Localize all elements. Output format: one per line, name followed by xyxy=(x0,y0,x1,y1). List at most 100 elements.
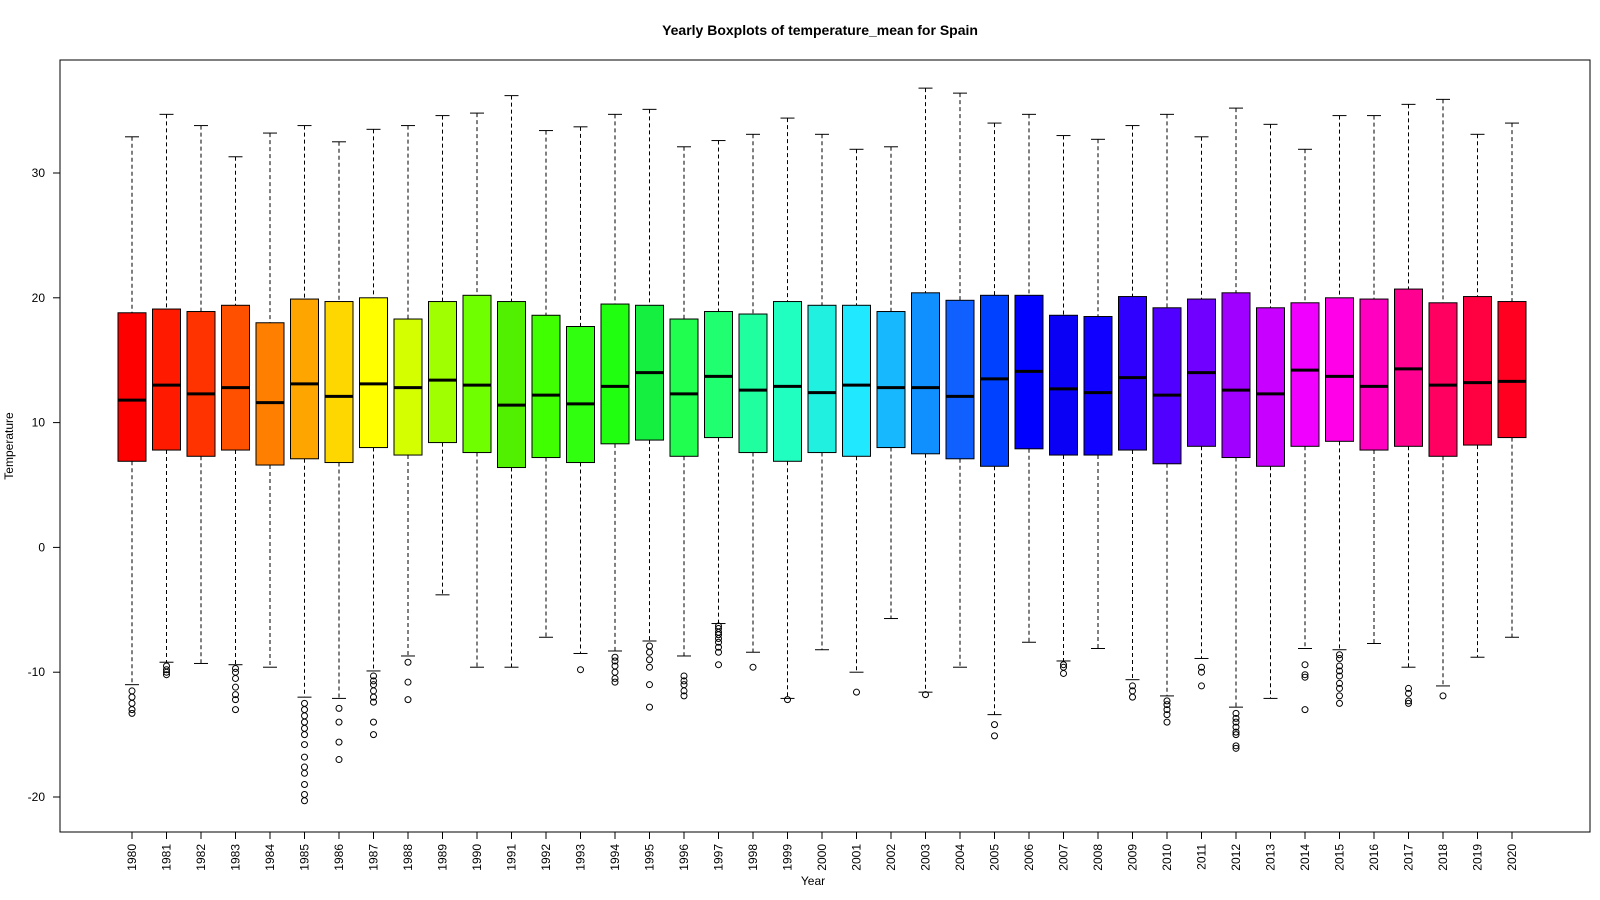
outlier-point xyxy=(301,769,308,777)
x-tick-label: 2006 xyxy=(1022,844,1036,871)
outlier-point xyxy=(1232,731,1240,739)
box-2018 xyxy=(1428,98,1458,700)
outlier-point xyxy=(1232,709,1240,717)
box-2016 xyxy=(1359,115,1389,644)
box-iqr xyxy=(1049,314,1078,456)
outlier-point xyxy=(335,756,343,764)
x-tick-label: 1996 xyxy=(677,844,691,871)
x-tick-label: 1999 xyxy=(781,844,795,871)
box-iqr xyxy=(428,301,457,444)
x-tick-label: 2010 xyxy=(1160,844,1174,871)
outlier-point xyxy=(1198,668,1205,676)
chart-title: Yearly Boxplots of temperature_mean for … xyxy=(662,22,978,38)
y-tick-label: 10 xyxy=(32,416,46,430)
outlier-point xyxy=(1336,651,1343,659)
x-tick-label: 2009 xyxy=(1126,844,1140,871)
outlier-point xyxy=(1301,673,1309,681)
x-tick-label: 1982 xyxy=(194,844,208,871)
box-2019 xyxy=(1463,133,1492,658)
box-iqr xyxy=(1221,292,1251,459)
outlier-point xyxy=(404,678,412,686)
box-iqr xyxy=(704,311,733,439)
outlier-point xyxy=(1439,692,1447,700)
box-iqr xyxy=(117,312,147,462)
y-axis-label: Temperature xyxy=(2,412,16,480)
outlier-point xyxy=(646,703,653,711)
x-tick-label: 2004 xyxy=(953,844,967,871)
outlier-point xyxy=(1232,723,1240,731)
outlier-point xyxy=(1163,711,1171,719)
outlier-point xyxy=(646,642,653,650)
outlier-point xyxy=(1198,663,1205,671)
box-1989 xyxy=(428,115,457,596)
box-2007 xyxy=(1049,135,1078,677)
box-iqr xyxy=(842,304,871,457)
x-tick-label: 2011 xyxy=(1195,844,1209,870)
box-iqr xyxy=(186,311,216,457)
outlier-point xyxy=(370,731,377,739)
outlier-point xyxy=(1336,699,1343,707)
y-tick-label: -10 xyxy=(28,665,46,679)
outlier-point xyxy=(611,678,619,686)
outlier-point xyxy=(1405,689,1412,697)
x-tick-label: 2014 xyxy=(1298,844,1312,871)
outlier-point xyxy=(301,706,308,714)
box-iqr xyxy=(1497,301,1527,439)
x-tick-label: 1984 xyxy=(263,844,277,871)
box-2010 xyxy=(1152,113,1182,726)
outlier-point xyxy=(335,704,343,712)
box-1988 xyxy=(393,125,423,704)
box-2009 xyxy=(1118,125,1147,701)
box-1982 xyxy=(186,125,216,664)
box-1983 xyxy=(221,156,250,714)
outlier-point xyxy=(611,657,619,665)
x-tick-label: 1995 xyxy=(643,844,657,871)
x-tick-label: 1993 xyxy=(574,844,588,871)
box-2012 xyxy=(1221,107,1251,752)
x-tick-label: 2018 xyxy=(1436,844,1450,871)
outlier-point xyxy=(370,718,377,726)
outlier-point xyxy=(232,706,239,714)
x-tick-label: 2012 xyxy=(1229,844,1243,871)
x-tick-label: 2005 xyxy=(988,844,1002,871)
outlier-point xyxy=(370,681,377,689)
box-1981 xyxy=(152,113,181,679)
box-iqr xyxy=(1083,316,1113,456)
box-1984 xyxy=(255,132,285,668)
outlier-point xyxy=(715,631,722,639)
x-tick-label: 2017 xyxy=(1402,844,1416,871)
outlier-point xyxy=(1336,654,1343,662)
box-2000 xyxy=(807,133,837,651)
outlier-point xyxy=(611,653,619,661)
x-tick-label: 2020 xyxy=(1505,844,1519,871)
box-2011 xyxy=(1187,136,1216,690)
x-tick-label: 2013 xyxy=(1264,844,1278,871)
box-2017 xyxy=(1394,103,1423,707)
x-tick-label: 1987 xyxy=(367,844,381,871)
box-1980 xyxy=(117,136,147,717)
outlier-point xyxy=(1129,693,1136,701)
box-iqr xyxy=(152,308,181,451)
box-iqr xyxy=(324,301,354,464)
box-2008 xyxy=(1083,138,1113,649)
box-iqr xyxy=(980,294,1009,467)
y-tick-label: 30 xyxy=(32,166,46,180)
box-1985 xyxy=(290,125,319,805)
outlier-point xyxy=(128,699,136,707)
box-iqr xyxy=(531,314,561,459)
box-iqr xyxy=(566,326,595,464)
outlier-point xyxy=(301,753,308,761)
box-1999 xyxy=(773,117,802,704)
box-iqr xyxy=(1359,298,1389,451)
outlier-point xyxy=(1163,706,1171,714)
outlier-point xyxy=(301,797,308,805)
outlier-point xyxy=(1405,684,1412,692)
x-tick-label: 1997 xyxy=(712,844,726,871)
outlier-point xyxy=(1163,697,1171,705)
box-2014 xyxy=(1290,148,1320,714)
box-1997 xyxy=(704,140,733,669)
outlier-point xyxy=(370,677,377,685)
x-tick-label: 2008 xyxy=(1091,844,1105,871)
outlier-point xyxy=(128,706,136,714)
